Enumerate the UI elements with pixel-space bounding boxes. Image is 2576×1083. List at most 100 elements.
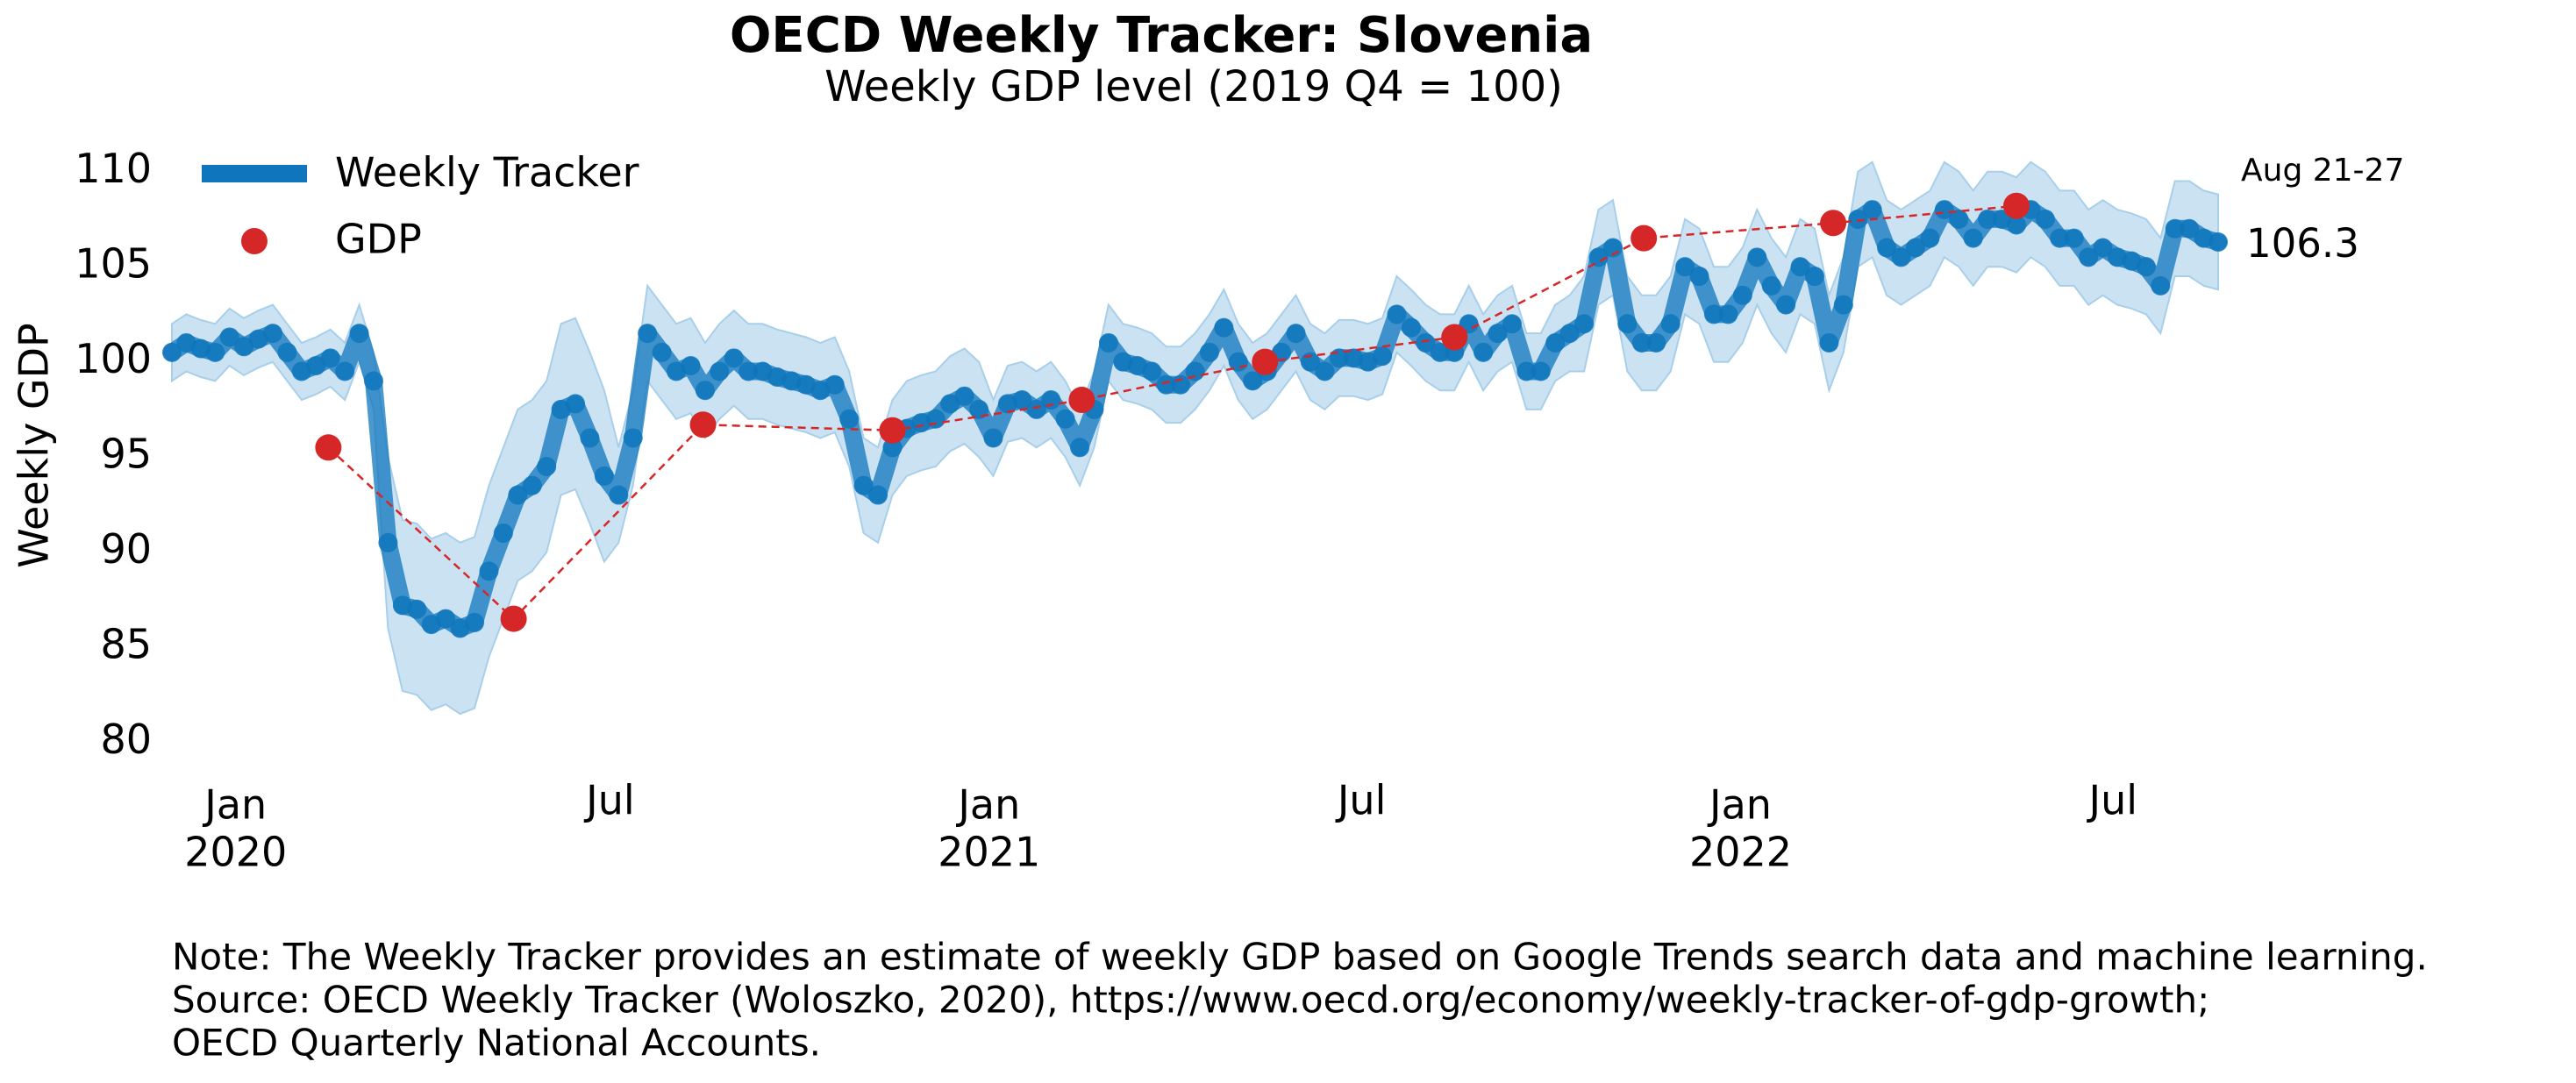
tracker-point xyxy=(407,599,427,619)
tracker-point xyxy=(1171,374,1191,395)
tracker-point xyxy=(263,324,283,344)
tracker-point xyxy=(2151,275,2171,296)
tracker-point xyxy=(1675,257,1695,277)
tracker-point xyxy=(1631,332,1652,353)
gdp-line xyxy=(327,204,2017,621)
tracker-point xyxy=(277,342,297,362)
tracker-point xyxy=(1055,409,1075,429)
tracker-point xyxy=(1732,285,1752,305)
tracker-point xyxy=(1559,324,1580,344)
plot-area xyxy=(162,160,2228,716)
tracker-point xyxy=(465,612,485,632)
tracker-point xyxy=(2180,218,2200,239)
tracker-point xyxy=(378,532,398,552)
chart-title: OECD Weekly Tracker: Slovenia xyxy=(730,7,1593,64)
tracker-point xyxy=(882,438,903,458)
tracker-point xyxy=(983,428,1003,448)
tracker-point xyxy=(1026,399,1046,419)
tracker-point xyxy=(1286,324,1306,344)
tracker-point xyxy=(219,327,239,347)
tracker-point xyxy=(2050,228,2070,248)
y-tick-label: 90 xyxy=(100,525,152,573)
chart-subtitle: Weekly GDP level (2019 Q4 = 100) xyxy=(824,62,1563,111)
tracker-point xyxy=(1502,314,1522,334)
tracker-point xyxy=(853,475,874,495)
x-tick-label: Jan xyxy=(1707,781,1772,829)
legend-label: Weekly Tracker xyxy=(335,149,639,196)
tracker-point xyxy=(320,348,340,368)
y-tick-label: 105 xyxy=(75,240,152,288)
tracker-point xyxy=(1474,342,1494,362)
note: Source: OECD Weekly Tracker (Woloszko, 2… xyxy=(172,979,2209,1022)
tracker-point xyxy=(1574,314,1595,334)
tracker-point xyxy=(1819,332,1839,353)
annotation: Aug 21-27 xyxy=(2241,153,2404,189)
tracker-point xyxy=(1920,228,1940,248)
tracker-point xyxy=(609,485,629,505)
tracker-point xyxy=(1430,342,1450,362)
x-tick-label: Jan xyxy=(202,781,267,829)
x-tick-label: 2022 xyxy=(1689,829,1792,876)
tracker-point xyxy=(638,324,658,344)
tracker-point xyxy=(162,342,182,362)
tracker-point xyxy=(2165,218,2185,239)
tracker-point xyxy=(2064,228,2084,248)
y-axis-label: Weekly GDP xyxy=(11,323,58,567)
tracker-point xyxy=(1905,238,1925,258)
tracker-point xyxy=(2006,215,2026,235)
tracker-point xyxy=(1877,238,1897,258)
tracker-point xyxy=(493,523,513,543)
gdp-point xyxy=(315,434,342,461)
x-tick-label: 2020 xyxy=(184,829,287,876)
tracker-point xyxy=(868,485,888,505)
tracker-point xyxy=(1401,317,1421,338)
legend: Weekly Tracker GDP xyxy=(202,149,639,263)
tracker-point xyxy=(2093,238,2113,258)
tracker-point xyxy=(335,361,355,381)
y-tick-label: 110 xyxy=(75,145,152,192)
y-tick-label: 80 xyxy=(100,716,152,763)
y-tick-label: 85 xyxy=(100,621,152,668)
tracker-point xyxy=(1214,317,1234,338)
y-tick-label: 100 xyxy=(75,335,152,382)
x-tick-label: Jul xyxy=(1335,777,1387,824)
tracker-point xyxy=(1070,438,1090,458)
tracker-point xyxy=(1531,361,1551,381)
tracker-point xyxy=(824,374,845,395)
y-tick-label: 95 xyxy=(100,431,152,478)
gdp-point xyxy=(1441,324,1468,351)
tracker-point xyxy=(1949,209,1969,229)
x-tick-label: Jul xyxy=(583,777,635,824)
tracker-point xyxy=(623,428,643,448)
legend-marker xyxy=(241,228,268,254)
tracker-point xyxy=(839,409,860,429)
note: OECD Quarterly National Accounts. xyxy=(172,1022,821,1065)
gdp-point xyxy=(1252,348,1279,375)
tracker-point xyxy=(1804,267,1824,287)
note: Note: The Weekly Tracker provides an est… xyxy=(172,936,2428,979)
tracker-point xyxy=(695,381,715,401)
tracker-point xyxy=(364,371,384,391)
tracker-point xyxy=(1978,209,1998,229)
tracker-point xyxy=(681,356,701,376)
tracker-point xyxy=(1689,267,1709,287)
tracker-point xyxy=(1142,361,1162,381)
tracker-point xyxy=(724,348,744,368)
tracker-point xyxy=(1488,324,1508,344)
tracker-point xyxy=(1012,390,1032,410)
tracker-point xyxy=(205,342,225,362)
tracker-point xyxy=(2035,209,2055,229)
tracker-point xyxy=(969,399,989,419)
tracker-point xyxy=(1416,332,1436,353)
tracker-point xyxy=(1848,209,1868,229)
tracker-point xyxy=(1387,304,1407,324)
tracker-point xyxy=(349,324,369,344)
tracker-point xyxy=(1761,275,1781,296)
tracker-point xyxy=(1747,247,1767,267)
tracker-point xyxy=(1373,346,1393,367)
tracker-point xyxy=(1315,361,1335,381)
tracker-point xyxy=(1199,342,1219,362)
gdp-point xyxy=(2002,192,2030,219)
tracker-point xyxy=(306,356,326,376)
tracker-point xyxy=(1185,361,1205,381)
